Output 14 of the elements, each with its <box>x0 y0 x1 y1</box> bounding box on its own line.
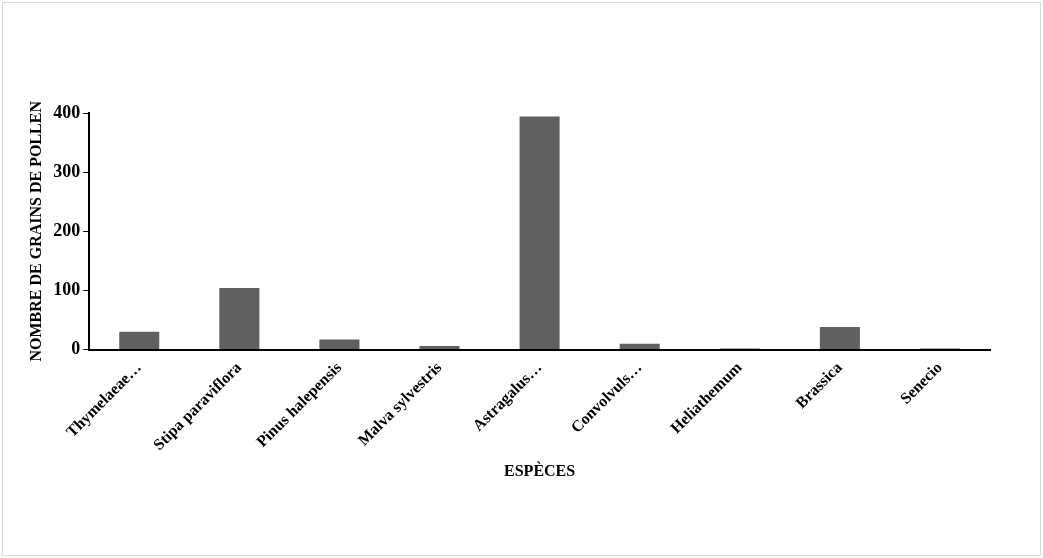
bar <box>319 339 360 350</box>
bar <box>119 331 160 350</box>
bar <box>419 346 460 350</box>
bar <box>819 327 860 350</box>
y-tick-label: 200 <box>53 219 81 240</box>
y-tick-label: 300 <box>53 160 81 181</box>
y-tick-label: 400 <box>53 101 81 122</box>
x-axis-title: ESPÈCES <box>504 460 576 479</box>
y-axis-title: NOMBRE DE GRAINS DE POLLEN <box>26 100 44 362</box>
bar <box>219 288 260 350</box>
y-tick-label: 100 <box>53 279 81 300</box>
y-tick-label: 0 <box>71 338 81 359</box>
bar <box>519 116 560 350</box>
bar <box>619 343 660 350</box>
